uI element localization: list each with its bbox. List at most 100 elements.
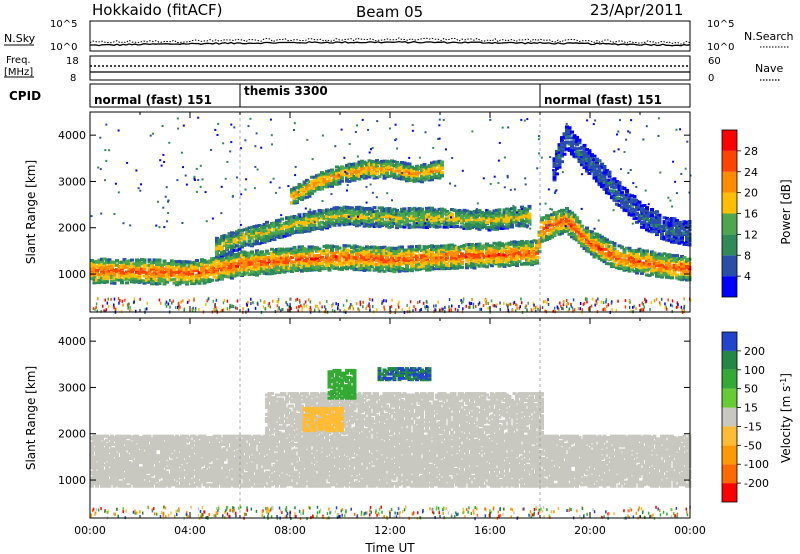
power-cell bbox=[405, 258, 409, 262]
power-cell bbox=[427, 253, 432, 257]
power-cell bbox=[330, 221, 334, 224]
power-cell bbox=[212, 275, 217, 279]
power-cell bbox=[327, 208, 332, 212]
power-cell bbox=[287, 233, 292, 237]
power-cell bbox=[400, 258, 404, 262]
power-cell bbox=[285, 228, 289, 232]
power-cell bbox=[642, 213, 647, 217]
power-cell bbox=[302, 247, 307, 251]
power-cell bbox=[175, 275, 179, 279]
power-cell bbox=[662, 225, 667, 229]
power-cell bbox=[245, 242, 249, 246]
power-cell bbox=[670, 219, 674, 223]
power-cell bbox=[232, 238, 237, 242]
freq-tick-low: 8 bbox=[70, 73, 76, 84]
power-cell bbox=[322, 265, 327, 269]
power-cell bbox=[602, 260, 607, 264]
power-cell bbox=[345, 175, 349, 179]
power-cell bbox=[347, 165, 352, 169]
power-cell bbox=[272, 231, 277, 235]
power-cell bbox=[245, 232, 249, 236]
power-cell bbox=[642, 263, 647, 267]
power-cell bbox=[392, 258, 397, 262]
power-cell bbox=[405, 264, 409, 267]
power-cell bbox=[470, 215, 474, 219]
power-cell bbox=[437, 248, 442, 252]
power-cell bbox=[505, 250, 509, 253]
power-cell bbox=[647, 223, 652, 226]
power-cell bbox=[447, 218, 452, 222]
power-cell bbox=[637, 213, 642, 217]
power-cell bbox=[200, 262, 204, 266]
power-cell bbox=[532, 239, 537, 243]
power-cell bbox=[490, 215, 494, 219]
power-cell bbox=[290, 226, 294, 230]
power-cell bbox=[300, 221, 304, 225]
power-cell bbox=[280, 256, 284, 260]
power-cell bbox=[397, 269, 402, 273]
power-cell bbox=[365, 261, 369, 265]
power-cell bbox=[305, 188, 309, 192]
power-cell bbox=[430, 208, 434, 212]
power-cell bbox=[225, 247, 229, 251]
power-cell bbox=[508, 302, 511, 306]
power-cell bbox=[507, 216, 512, 220]
power-cell bbox=[672, 231, 677, 235]
power-cell bbox=[637, 265, 642, 269]
power-cell bbox=[377, 252, 382, 256]
power-cell bbox=[242, 255, 247, 259]
power-cell bbox=[415, 213, 419, 217]
power-cell bbox=[307, 249, 312, 253]
power-cell bbox=[275, 228, 279, 232]
power-cell bbox=[410, 207, 414, 211]
power-cell bbox=[507, 241, 512, 245]
power-cell bbox=[642, 251, 647, 255]
power-cell bbox=[240, 265, 244, 269]
power-cell bbox=[407, 248, 412, 252]
power-cell bbox=[435, 209, 439, 213]
power-cell bbox=[125, 270, 129, 274]
power-cell bbox=[165, 264, 169, 268]
power-cell bbox=[582, 153, 587, 157]
power-cell bbox=[597, 181, 602, 185]
power-cell bbox=[427, 217, 432, 221]
power-cell bbox=[372, 254, 377, 258]
power-cell bbox=[592, 248, 597, 252]
power-cell bbox=[305, 251, 309, 255]
power-cell bbox=[277, 268, 282, 272]
power-cell bbox=[567, 140, 572, 144]
power-cell bbox=[525, 224, 529, 228]
power-cell bbox=[160, 279, 164, 283]
power-cell bbox=[417, 211, 422, 214]
power-cell bbox=[632, 264, 637, 268]
power-cell bbox=[230, 264, 234, 268]
power-cell bbox=[92, 260, 97, 264]
power-cell bbox=[552, 169, 557, 173]
power-cell bbox=[555, 211, 559, 215]
power-cell bbox=[267, 232, 272, 236]
power-cell bbox=[565, 128, 569, 132]
power-cell bbox=[495, 253, 499, 257]
power-cell bbox=[442, 262, 447, 266]
power-cell bbox=[390, 208, 394, 212]
power-cell bbox=[425, 214, 429, 218]
power-cell bbox=[97, 267, 102, 271]
power-cell bbox=[362, 221, 367, 225]
power-cell bbox=[372, 176, 377, 180]
power-cell bbox=[367, 252, 372, 256]
power-cell bbox=[265, 220, 269, 224]
power-cell bbox=[552, 226, 557, 230]
power-cell bbox=[612, 197, 617, 201]
power-cell bbox=[305, 226, 309, 230]
power-cell bbox=[104, 309, 107, 313]
power-cell bbox=[562, 222, 567, 226]
power-cell bbox=[680, 275, 684, 279]
power-cell bbox=[385, 220, 389, 224]
power-cell bbox=[420, 265, 424, 269]
power-cell bbox=[342, 173, 347, 177]
power-cell bbox=[100, 257, 104, 261]
power-cell bbox=[302, 214, 307, 218]
power-cell bbox=[600, 251, 604, 254]
power-cell bbox=[375, 216, 379, 220]
power-cell bbox=[375, 163, 379, 167]
